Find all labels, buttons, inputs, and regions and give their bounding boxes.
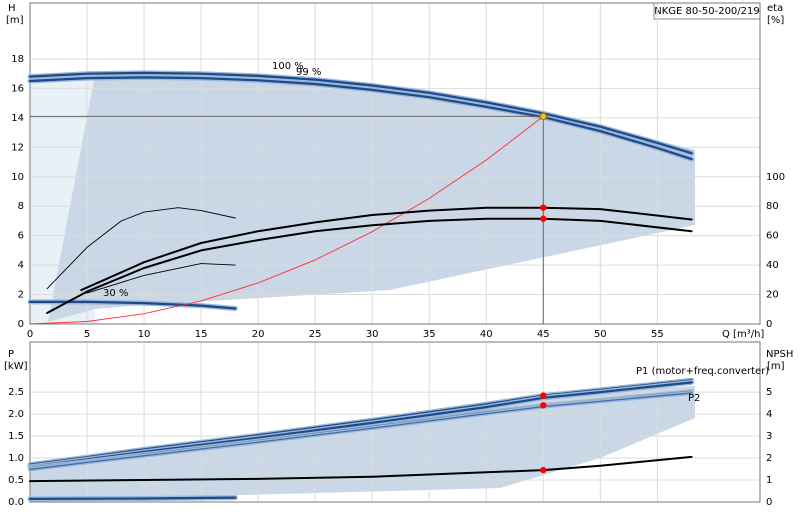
y2-tick-label: 2 xyxy=(766,453,772,464)
curve xyxy=(28,71,693,155)
y2-label: eta xyxy=(767,3,783,14)
range-area xyxy=(48,75,695,322)
curve xyxy=(46,217,693,314)
curve xyxy=(29,115,544,325)
curve-label: P2 xyxy=(688,393,700,404)
y-label: P xyxy=(8,349,14,360)
x-tick-label: 0 xyxy=(27,329,33,340)
x-tick-label: 45 xyxy=(537,329,550,340)
plot-frame xyxy=(29,341,761,503)
y-tick-label: 2.5 xyxy=(8,387,24,398)
y-tick-label: 16 xyxy=(11,83,24,94)
x-tick-label: 40 xyxy=(480,329,493,340)
y2-tick-label: 100 xyxy=(766,172,785,183)
y2-tick-label: 4 xyxy=(766,409,772,420)
y2-unit: [%] xyxy=(767,15,784,26)
title: NKGE 80-50-200/219 xyxy=(654,6,760,17)
y-tick-label: 0 xyxy=(18,319,24,330)
y-unit: [m] xyxy=(6,15,24,26)
y2-tick-label: 0 xyxy=(766,319,772,330)
y-tick-label: 0.5 xyxy=(8,475,24,486)
y2-tick-label: 5 xyxy=(766,387,772,398)
y2-tick-label: 0 xyxy=(766,497,772,508)
x-label: Q [m³/h] xyxy=(722,329,764,340)
curve xyxy=(28,496,237,500)
y2-tick-label: 1 xyxy=(766,475,772,486)
y-tick-label: 2.0 xyxy=(8,409,24,420)
curve-label: 100 % xyxy=(272,61,304,72)
curve xyxy=(80,206,693,292)
curve xyxy=(29,392,693,471)
curve xyxy=(29,455,693,483)
y2-tick-label: 60 xyxy=(766,231,779,242)
curve xyxy=(86,263,236,294)
operating-point xyxy=(540,392,547,399)
y-tick-label: 18 xyxy=(11,54,24,65)
x-tick-label: 55 xyxy=(651,329,664,340)
x-tick-label: 35 xyxy=(423,329,436,340)
y-tick-label: 2 xyxy=(18,290,24,301)
y-tick-label: 1.0 xyxy=(8,453,24,464)
y-tick-label: 0.0 xyxy=(8,497,24,508)
plot-frame xyxy=(29,2,761,325)
operating-point xyxy=(540,215,547,222)
y-tick-label: 4 xyxy=(18,260,24,271)
y-tick-label: 10 xyxy=(11,172,24,183)
y2-tick-label: 20 xyxy=(766,290,779,301)
x-tick-label: 25 xyxy=(309,329,322,340)
y-label: H xyxy=(8,3,16,14)
y-tick-label: 12 xyxy=(11,142,24,153)
operating-point xyxy=(540,204,547,211)
x-tick-label: 20 xyxy=(252,329,265,340)
y-unit: [kW] xyxy=(4,361,28,372)
x-tick-label: 50 xyxy=(594,329,607,340)
curve xyxy=(46,207,236,290)
curve-label: P1 (motor+freq.converter) xyxy=(636,366,769,377)
x-tick-label: 5 xyxy=(84,329,90,340)
y2-tick-label: 40 xyxy=(766,260,779,271)
y2-tick-label: 3 xyxy=(766,431,772,442)
y2-unit: [m] xyxy=(767,361,785,372)
operating-point xyxy=(539,112,547,121)
x-tick-label: 10 xyxy=(138,329,151,340)
operating-point xyxy=(540,466,547,474)
x-tick-label: 30 xyxy=(366,329,379,340)
curve-label: 99 % xyxy=(296,67,321,78)
y-tick-label: 14 xyxy=(11,113,24,124)
x-tick-label: 15 xyxy=(195,329,208,340)
curve-label: 30 % xyxy=(103,288,128,299)
operating-point xyxy=(540,402,547,409)
y-tick-label: 6 xyxy=(18,231,24,242)
y-tick-label: 8 xyxy=(18,201,24,212)
y2-label: NPSH xyxy=(766,349,793,360)
curve xyxy=(28,76,693,161)
y-tick-label: 1.5 xyxy=(8,431,24,442)
y2-tick-label: 80 xyxy=(766,201,779,212)
